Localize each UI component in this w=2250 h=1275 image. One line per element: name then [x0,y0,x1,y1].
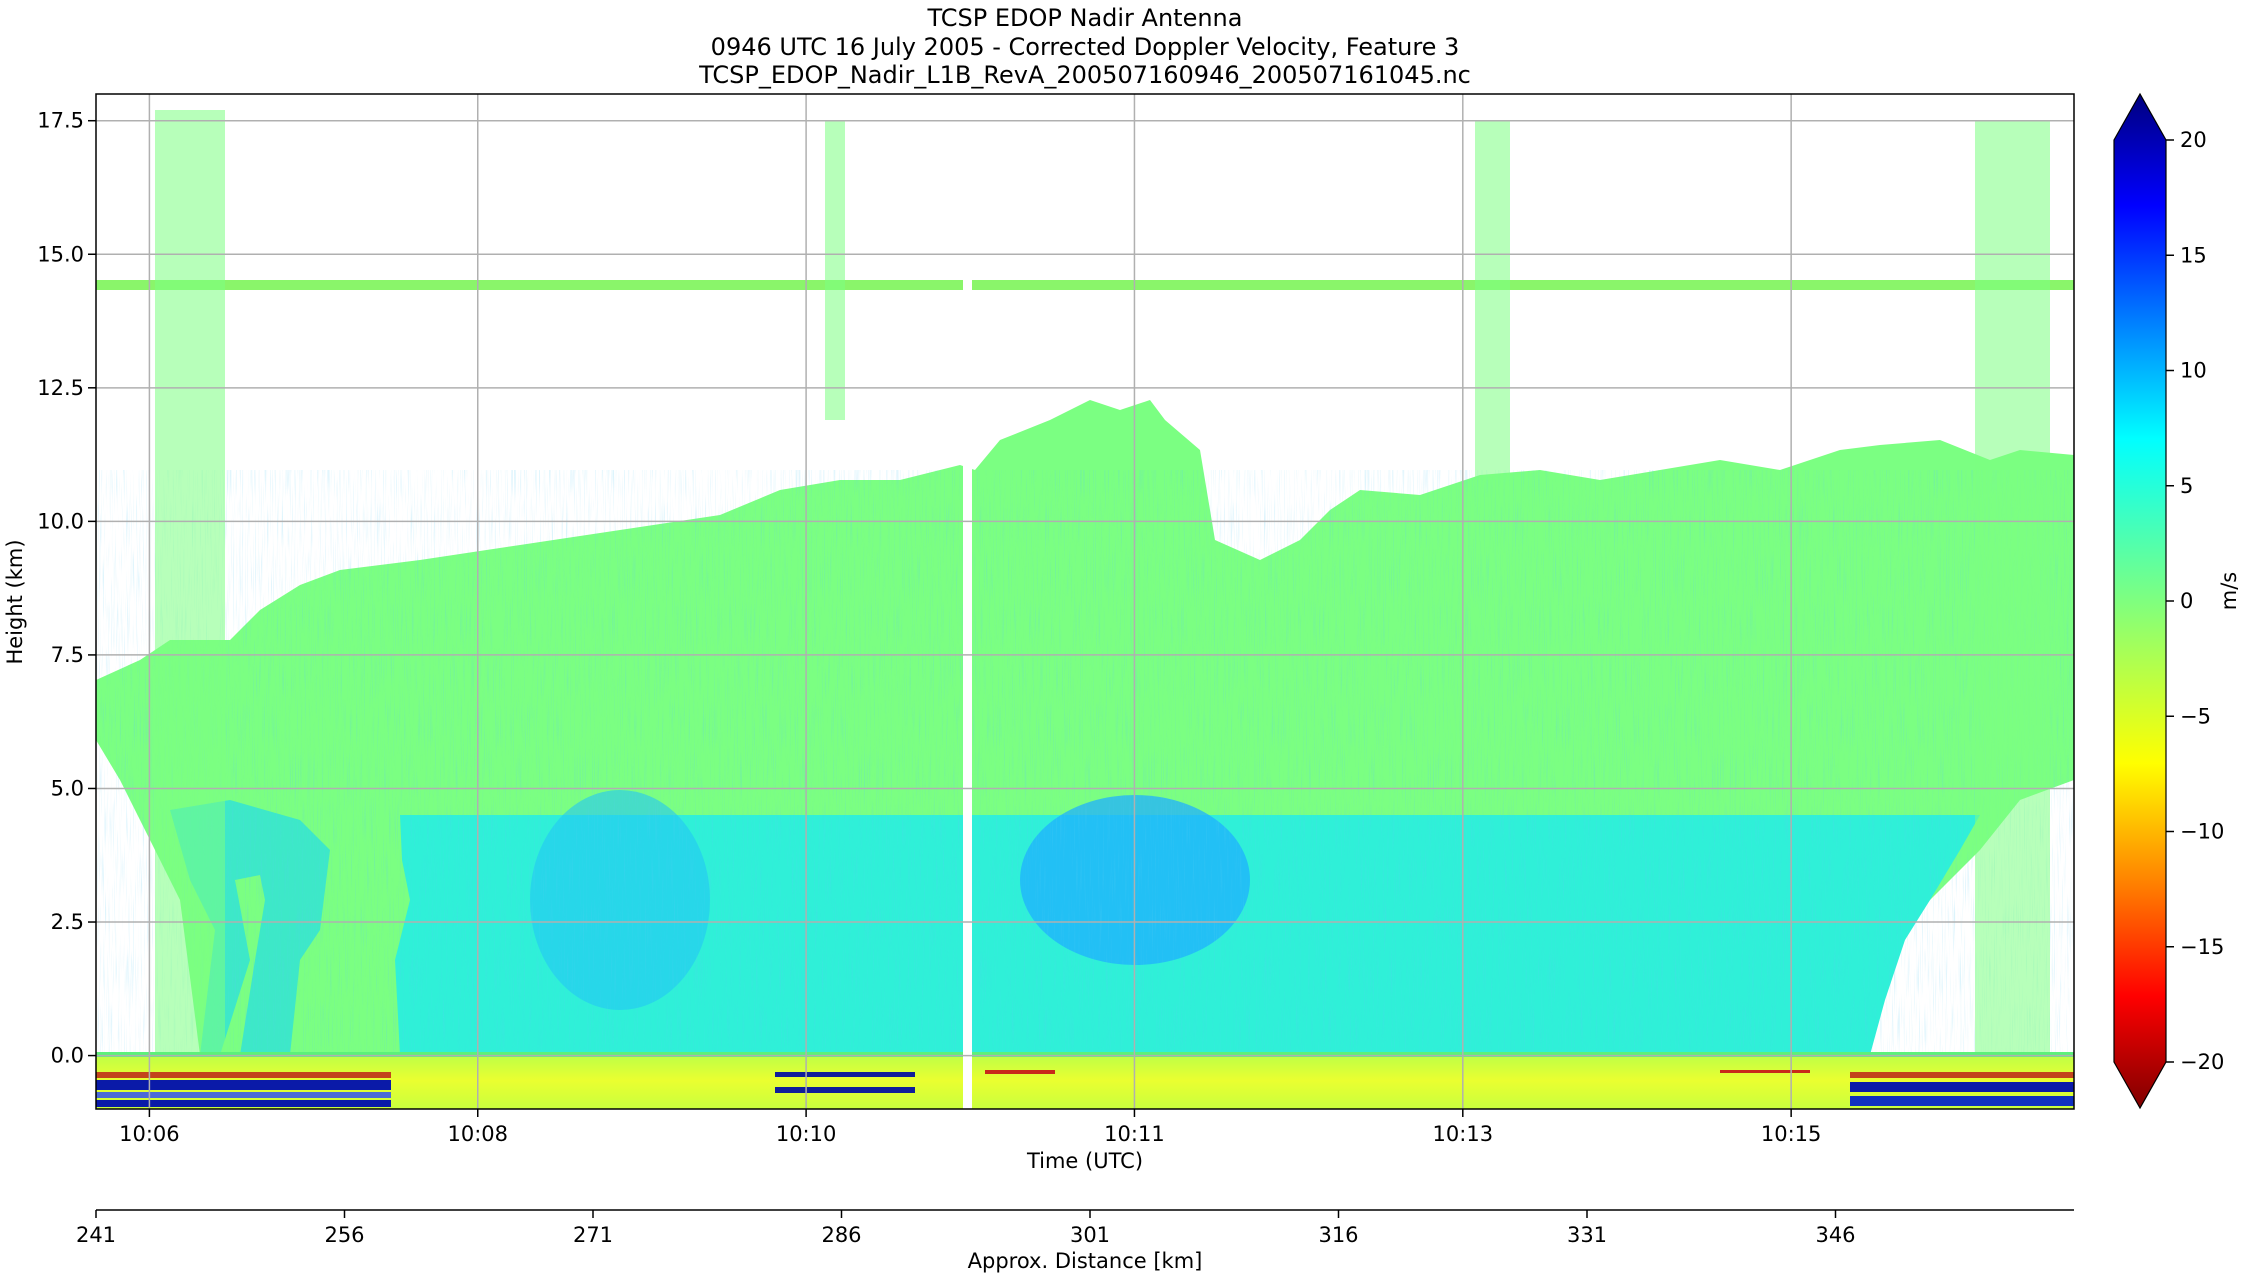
colorbar-tick-label: −5 [2180,704,2211,728]
surface-clutter [96,1070,2074,1107]
y-axis-label: Height (km) [3,539,27,664]
y-tick-label: 0.0 [51,1044,84,1068]
x-axis-ticks: 10:06 10:08 10:10 10:11 10:13 10:15 [119,1109,1821,1146]
distance-tick-label: 316 [1318,1223,1358,1247]
chart-title-line-2: 0946 UTC 16 July 2005 - Corrected Dopple… [711,33,1460,61]
colorbar-tick-label: 20 [2180,128,2207,152]
colorbar-tick-label: −20 [2180,1050,2224,1074]
distance-tick-label: 346 [1815,1223,1855,1247]
y-tick-label: 2.5 [51,910,84,934]
colorbar-tick-label: −10 [2180,820,2224,844]
x-tick-label: 10:11 [1104,1122,1165,1146]
chart-title-line-1: TCSP EDOP Nadir Antenna [927,4,1243,32]
distance-tick-label: 286 [821,1223,861,1247]
surface-line [96,1052,2074,1057]
x-tick-label: 10:08 [447,1122,508,1146]
y-tick-label: 15.0 [37,242,84,266]
x-tick-label: 10:15 [1761,1122,1822,1146]
distance-axis-label: Approx. Distance [km] [968,1249,1203,1273]
y-tick-label: 5.0 [51,776,84,800]
distance-tick-label: 331 [1567,1223,1607,1247]
chart-title-line-3: TCSP_EDOP_Nadir_L1B_RevA_200507160946_20… [698,61,1471,89]
y-axis-ticks: 0.0 2.5 5.0 7.5 10.0 12.5 15.0 17.5 [37,109,96,1068]
colorbar [2113,92,2167,1110]
y-tick-label: 12.5 [37,376,84,400]
colorbar-tick-label: −15 [2180,935,2224,959]
distance-axis-ticks: 241 256 271 286 301 316 331 346 [76,1210,1856,1247]
surface-band [96,1052,2074,1109]
colorbar-tick-label: 15 [2180,243,2207,267]
colorbar-tick-label: 10 [2180,359,2207,383]
x-tick-label: 10:13 [1433,1122,1494,1146]
colorbar-ticks: 20 15 10 5 0 −5 −10 −15 −20 [2166,128,2224,1074]
y-tick-label: 17.5 [37,109,84,133]
data-gap [963,94,972,1109]
x-axis-label: Time (UTC) [1026,1149,1143,1173]
distance-tick-label: 256 [324,1223,364,1247]
y-tick-label: 10.0 [37,509,84,533]
colorbar-label: m/s [2217,572,2241,610]
distance-tick-label: 241 [76,1223,116,1247]
distance-tick-label: 301 [1070,1223,1110,1247]
plot-area [96,94,2074,1109]
y-tick-label: 7.5 [51,643,84,667]
upper-echo-layer [96,280,2074,290]
grid-lines [96,94,2074,1109]
plot-frame [95,93,2075,1110]
distance-tick-label: 271 [573,1223,613,1247]
radar-noise-overlay [96,470,2074,1055]
x-tick-label: 10:06 [119,1122,180,1146]
colorbar-tick-label: 0 [2180,589,2193,613]
x-tick-label: 10:10 [776,1122,837,1146]
noise-columns [155,110,2050,1055]
colorbar-tick-label: 5 [2180,474,2193,498]
